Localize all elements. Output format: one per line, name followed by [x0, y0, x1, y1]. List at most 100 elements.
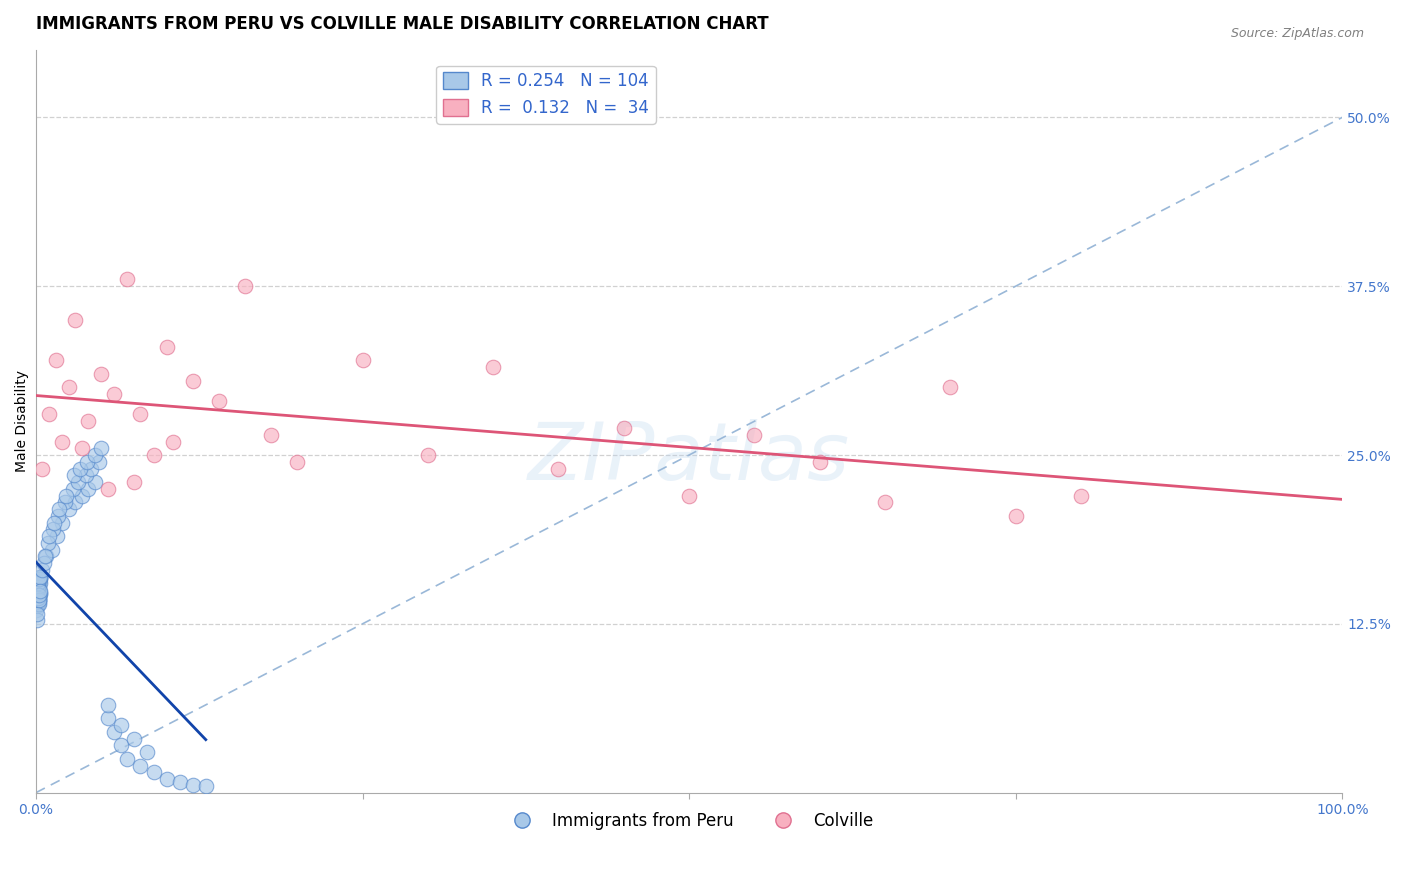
Point	[25, 572, 48, 586]
Point	[25, 584, 48, 599]
Point	[27, 577, 49, 591]
Point	[155, 340, 177, 354]
Point	[58, 502, 80, 516]
Point	[28, 597, 51, 611]
Point	[62, 482, 84, 496]
Point	[25, 594, 48, 608]
Point	[27, 580, 49, 594]
Point	[28, 592, 51, 607]
Point	[55, 489, 77, 503]
Point	[25, 590, 48, 604]
Point	[181, 374, 204, 388]
Point	[27, 591, 49, 606]
Point	[27, 574, 49, 589]
Point	[28, 586, 51, 600]
Point	[28, 582, 51, 596]
Point	[28, 571, 51, 585]
Point	[63, 495, 86, 509]
Point	[233, 279, 256, 293]
Point	[28, 574, 51, 588]
Point	[27, 589, 49, 603]
Point	[27, 597, 49, 611]
Point	[416, 448, 439, 462]
Point	[90, 442, 112, 456]
Point	[35, 549, 58, 564]
Point	[42, 522, 65, 536]
Point	[27, 594, 49, 608]
Point	[34, 549, 56, 564]
Point	[27, 590, 49, 604]
Point	[58, 380, 80, 394]
Point	[75, 468, 97, 483]
Point	[87, 455, 110, 469]
Point	[103, 724, 125, 739]
Point	[30, 584, 52, 599]
Point	[613, 421, 636, 435]
Point	[27, 579, 49, 593]
Point	[53, 495, 76, 509]
Point	[28, 592, 51, 607]
Text: ZIPatlas: ZIPatlas	[529, 419, 851, 498]
Point	[547, 461, 569, 475]
Point	[939, 380, 962, 394]
Point	[122, 731, 145, 746]
Text: Source: ZipAtlas.com: Source: ZipAtlas.com	[1230, 27, 1364, 40]
Point	[97, 482, 120, 496]
Point	[44, 516, 66, 530]
Point	[28, 587, 51, 601]
Point	[28, 572, 51, 586]
Point	[27, 584, 49, 599]
Point	[208, 394, 231, 409]
Point	[1004, 508, 1026, 523]
Point	[28, 574, 51, 589]
Point	[162, 434, 184, 449]
Point	[285, 455, 308, 469]
Point	[97, 711, 120, 725]
Point	[90, 367, 112, 381]
Y-axis label: Male Disability: Male Disability	[15, 370, 30, 472]
Point	[51, 434, 73, 449]
Point	[142, 765, 165, 780]
Point	[63, 313, 86, 327]
Point	[482, 360, 505, 375]
Point	[27, 577, 49, 591]
Point	[129, 758, 152, 772]
Point	[129, 408, 152, 422]
Point	[28, 590, 51, 604]
Point	[63, 468, 86, 483]
Point	[117, 272, 139, 286]
Point	[70, 442, 93, 456]
Point	[25, 587, 48, 601]
Point	[28, 574, 51, 589]
Point	[1070, 489, 1092, 503]
Point	[38, 529, 60, 543]
Point	[873, 495, 896, 509]
Point	[27, 576, 49, 591]
Point	[28, 569, 51, 583]
Point	[27, 576, 49, 591]
Point	[83, 448, 105, 462]
Point	[27, 589, 49, 603]
Point	[25, 582, 48, 596]
Point	[25, 583, 48, 598]
Point	[28, 574, 51, 589]
Point	[122, 475, 145, 489]
Point	[25, 576, 48, 591]
Point	[66, 475, 89, 489]
Point	[77, 414, 100, 428]
Point	[27, 587, 49, 601]
Point	[25, 586, 48, 600]
Point	[155, 772, 177, 786]
Point	[80, 461, 103, 475]
Point	[744, 427, 766, 442]
Point	[25, 603, 48, 617]
Point	[27, 579, 49, 593]
Point	[31, 461, 53, 475]
Legend: Immigrants from Peru, Colville: Immigrants from Peru, Colville	[498, 805, 880, 837]
Point	[260, 427, 283, 442]
Point	[808, 455, 831, 469]
Point	[38, 408, 60, 422]
Point	[25, 607, 48, 622]
Point	[48, 502, 70, 516]
Point	[83, 475, 105, 489]
